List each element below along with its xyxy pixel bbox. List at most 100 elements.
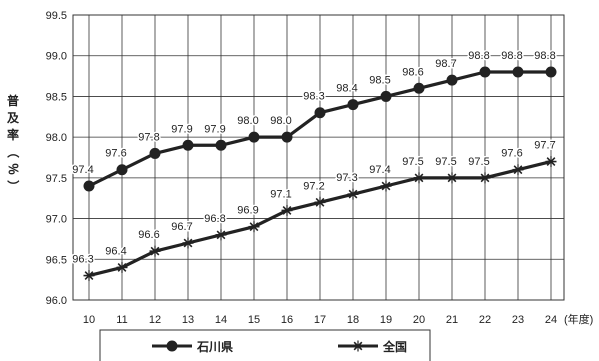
data-label: 97.7 — [534, 140, 555, 152]
data-label: 97.3 — [336, 172, 357, 184]
data-point-asterisk — [446, 172, 458, 184]
y-axis: 96.0 96.5 97.0 97.5 98.0 98.5 99.0 99.5 — [46, 10, 67, 307]
data-label: 97.4 — [72, 164, 93, 176]
data-point-asterisk — [281, 204, 293, 216]
x-tick-label: 20 — [413, 314, 425, 326]
data-point-asterisk — [347, 188, 359, 200]
data-point-asterisk — [545, 156, 557, 168]
data-point-asterisk — [512, 164, 524, 176]
data-label: 97.4 — [369, 164, 390, 176]
data-point-asterisk — [248, 221, 260, 233]
x-tick-label: 16 — [281, 314, 293, 326]
data-label: 98.3 — [303, 91, 324, 103]
data-label: 98.4 — [336, 83, 357, 95]
data-point-circle — [479, 66, 491, 78]
data-point-asterisk — [149, 245, 161, 257]
y-axis-label: 普及率 （ ％ ） — [6, 93, 21, 192]
y-tick-label: 96.5 — [46, 254, 67, 266]
y-tick-label: 98.5 — [46, 91, 67, 103]
data-point-asterisk — [83, 270, 95, 282]
data-point-circle — [413, 82, 425, 94]
data-point-asterisk — [215, 229, 227, 241]
data-point-circle — [380, 90, 392, 102]
plot-frame — [72, 14, 565, 301]
data-label: 98.7 — [435, 58, 456, 70]
data-label: 97.5 — [435, 156, 456, 168]
data-label: 98.8 — [501, 50, 522, 62]
x-tick-label: 10 — [83, 314, 95, 326]
legend-label: 石川県 — [196, 340, 233, 354]
x-unit-label: (年度) — [564, 312, 593, 326]
data-label: 96.8 — [204, 213, 225, 225]
x-axis: 10 11 12 13 14 15 16 17 18 19 20 21 22 23 24 (年度) — [83, 312, 593, 326]
data-label: 98.0 — [237, 115, 258, 127]
y-axis-label-char: 率 — [7, 127, 19, 142]
data-label: 96.6 — [138, 229, 159, 241]
grid-lines — [72, 14, 565, 301]
data-label: 97.9 — [204, 123, 225, 135]
legend: 石川県 全国 — [99, 329, 431, 361]
data-point-asterisk — [413, 172, 425, 184]
data-point-asterisk — [479, 172, 491, 184]
data-point-circle — [215, 139, 227, 151]
y-tick-label: 99.0 — [46, 51, 67, 63]
data-label: 97.6 — [501, 148, 522, 160]
legend-box — [99, 329, 431, 361]
data-point-circle — [248, 131, 260, 143]
data-label: 97.9 — [171, 123, 192, 135]
y-tick-label: 96.0 — [46, 295, 67, 307]
x-tick-label: 14 — [215, 314, 227, 326]
series-ishikawa: 97.4 97.6 97.8 97.9 97.9 98.0 98.0 98.3 98.4 98.5… — [71, 49, 557, 192]
y-axis-label-char: ） — [6, 180, 21, 192]
data-label: 96.3 — [72, 254, 93, 266]
data-label: 97.1 — [270, 188, 291, 200]
data-label: 98.5 — [369, 74, 390, 86]
y-axis-label-char: ％ — [6, 163, 20, 175]
y-tick-label: 98.0 — [46, 132, 67, 144]
data-label: 98.6 — [402, 66, 423, 78]
legend-entry-national: 全国 — [338, 339, 407, 354]
data-label: 98.0 — [270, 115, 291, 127]
data-label: 97.6 — [105, 148, 126, 160]
data-label: 97.2 — [303, 180, 324, 192]
legend-label: 全国 — [382, 339, 407, 354]
data-label: 96.9 — [237, 205, 258, 217]
data-point-circle — [512, 66, 524, 78]
data-point-circle — [83, 180, 95, 192]
y-axis-label-char: 及 — [7, 111, 20, 125]
y-tick-label: 99.5 — [46, 10, 67, 22]
x-tick-label: 24 — [545, 314, 557, 326]
x-tick-label: 23 — [512, 314, 524, 326]
y-axis-label-char: 普 — [7, 93, 19, 108]
legend-entry-ishikawa: 石川県 — [152, 340, 233, 354]
data-point-asterisk — [116, 261, 128, 273]
series-layer: 97.4 97.6 97.8 97.9 97.9 98.0 98.0 98.3 98.4 98.5… — [71, 49, 557, 282]
x-tick-label: 17 — [314, 314, 326, 326]
data-point-circle — [182, 139, 194, 151]
data-point-circle — [149, 147, 161, 159]
data-label: 97.5 — [402, 156, 423, 168]
data-point-circle — [116, 164, 128, 176]
data-point-circle — [347, 99, 359, 111]
data-label: 98.8 — [534, 50, 555, 62]
y-tick-label: 97.0 — [46, 214, 67, 226]
data-label: 97.5 — [468, 156, 489, 168]
x-tick-label: 15 — [248, 314, 260, 326]
series-national: 96.3 96.4 96.6 96.7 96.8 96.9 97.1 97.2 97.3 97.4… — [71, 138, 557, 282]
data-point-circle — [446, 74, 458, 86]
x-tick-label: 11 — [116, 314, 127, 326]
x-tick-label: 21 — [446, 314, 458, 326]
data-label: 98.8 — [468, 50, 489, 62]
data-point-asterisk — [352, 340, 364, 352]
data-point-asterisk — [380, 180, 392, 192]
data-point-asterisk — [314, 196, 326, 208]
x-tick-label: 19 — [380, 314, 392, 326]
y-tick-label: 97.5 — [46, 173, 67, 185]
x-tick-label: 18 — [347, 314, 359, 326]
data-point-circle — [166, 340, 178, 352]
y-axis-label-char: （ — [6, 146, 21, 158]
x-tick-label: 22 — [479, 314, 491, 326]
x-tick-label: 12 — [149, 314, 161, 326]
data-point-circle — [545, 66, 557, 78]
